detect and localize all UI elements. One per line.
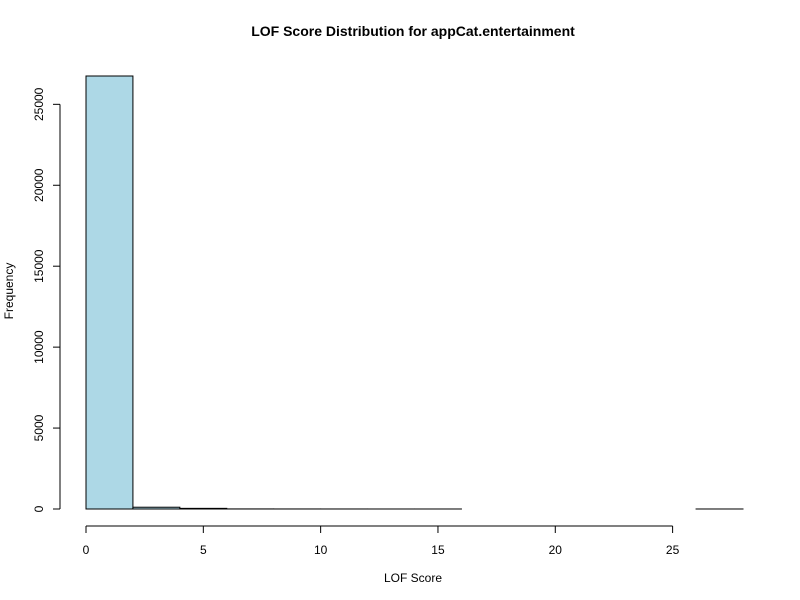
x-tick-label: 5	[200, 543, 207, 557]
x-tick-label: 25	[666, 543, 680, 557]
x-tick-label: 10	[314, 543, 328, 557]
y-tick-label: 10000	[32, 330, 46, 364]
y-tick-label: 15000	[32, 249, 46, 283]
histogram-bar	[132, 506, 181, 510]
histogram-bars	[85, 75, 744, 510]
y-axis-label: Frequency	[2, 263, 16, 320]
x-tick-label: 0	[83, 543, 90, 557]
y-tick-label: 5000	[32, 414, 46, 441]
x-tick-label: 20	[549, 543, 563, 557]
histogram-bar	[179, 507, 228, 510]
y-tick-label: 20000	[32, 168, 46, 202]
x-axis-label: LOF Score	[384, 571, 442, 585]
y-tick-label: 0	[32, 505, 46, 512]
x-axis: 0 5 10 15 20 25	[83, 525, 680, 557]
histogram-bar	[85, 75, 134, 510]
x-tick-label: 15	[431, 543, 445, 557]
y-tick-label: 25000	[32, 87, 46, 121]
chart-title: LOF Score Distribution for appCat.entert…	[251, 23, 575, 39]
y-axis: 0 5000 10000 15000 20000 25000	[32, 87, 61, 512]
